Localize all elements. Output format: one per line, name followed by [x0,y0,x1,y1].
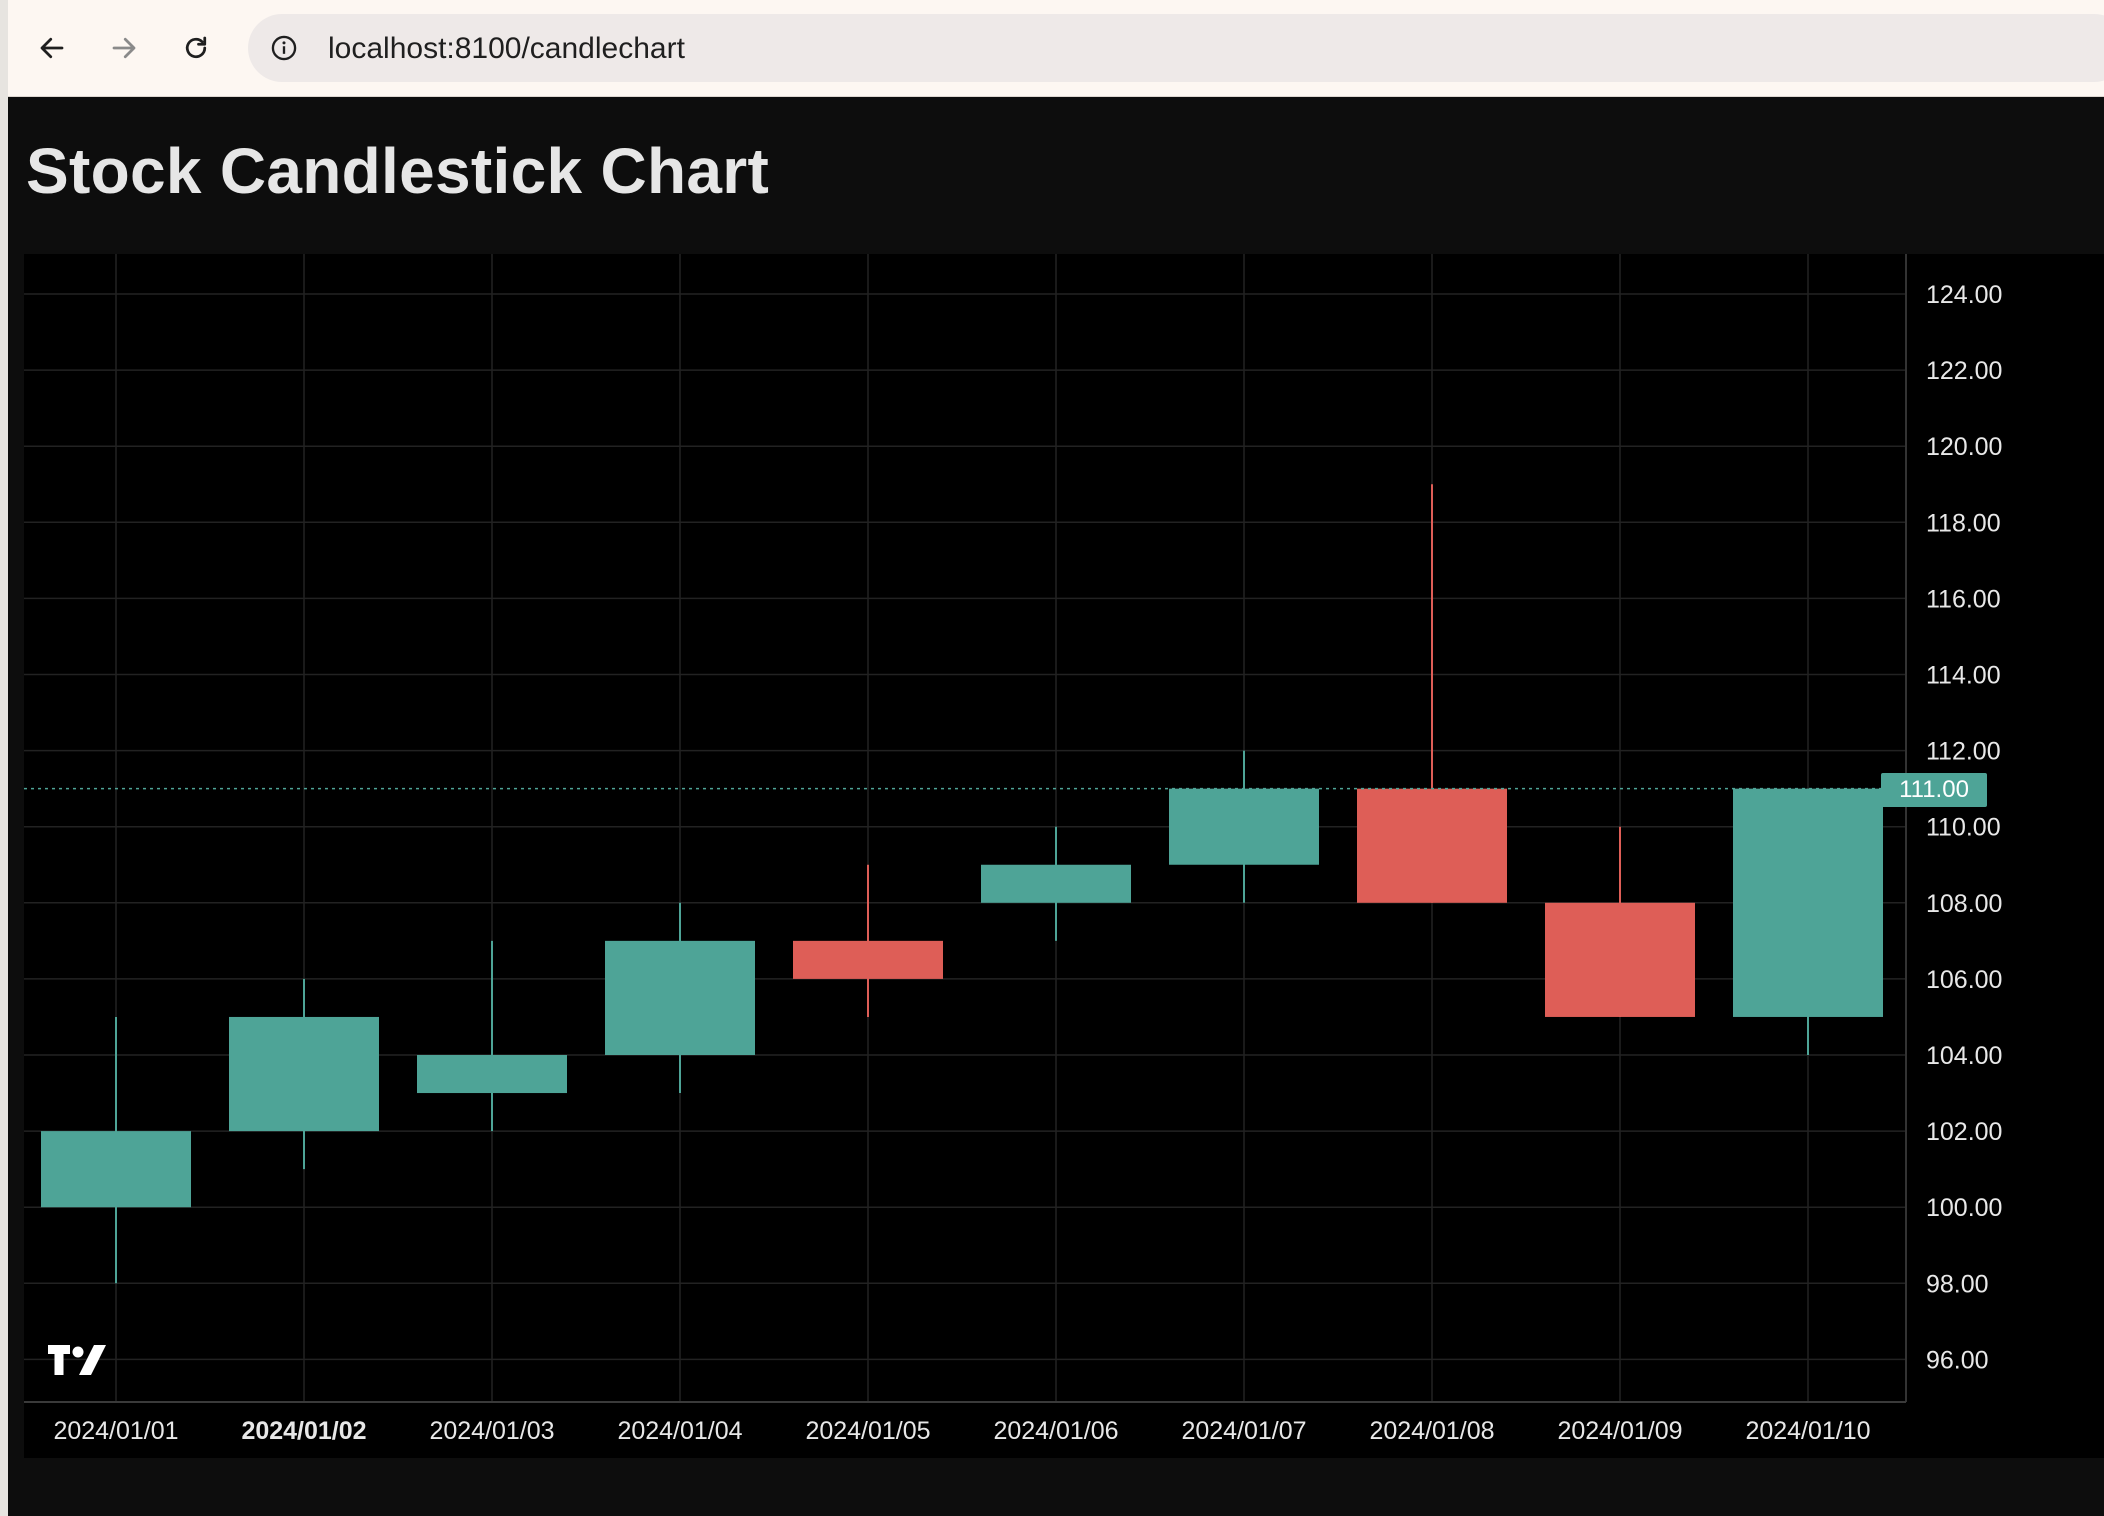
y-tick-label: 102.00 [1926,1118,2002,1146]
y-tick-label: 96.00 [1926,1346,1989,1374]
candle-body [1357,788,1507,903]
candle-body [417,1055,567,1094]
candle-body [793,940,943,979]
y-tick-label: 112.00 [1926,738,2001,766]
y-tick-label: 108.00 [1926,890,2002,918]
candle-body [605,940,755,1055]
candle-body [981,864,1131,903]
y-tick-label: 118.00 [1926,509,2001,537]
tradingview-logo-icon[interactable] [46,1343,108,1377]
y-tick-label: 114.00 [1926,662,2001,690]
y-tick-label: 122.00 [1926,357,2002,385]
forward-button[interactable] [96,20,152,76]
x-tick-label: 2024/01/10 [1745,1417,1870,1445]
chart-canvas[interactable]: 124.00 122.00 120.00 118.00 116.00 114.00 112.… [24,254,2104,1458]
candle-body [1545,902,1695,1017]
y-tick-label: 116.00 [1926,585,2001,613]
y-tick-label: 100.00 [1926,1194,2002,1222]
candle-body [229,1016,379,1132]
url-text[interactable]: localhost:8100/candlechart [328,32,685,65]
forward-arrow-icon [112,37,136,59]
x-tick-label: 2024/01/01 [53,1417,178,1445]
last-price-badge: 111.00 [1881,773,1987,807]
left-edge-strip [0,0,8,1516]
info-circle-icon[interactable] [270,34,298,62]
page-title: Stock Candlestick Chart [26,135,770,207]
x-tick-label: 2024/01/08 [1369,1417,1494,1445]
candle-body [1169,788,1319,865]
y-tick-label: 98.00 [1926,1270,1989,1298]
back-button[interactable] [24,20,80,76]
candle-body [1733,788,1883,1017]
y-tick-label: 120.00 [1926,433,2002,461]
x-tick-label: 2024/01/05 [805,1417,930,1445]
reload-button[interactable] [168,20,224,76]
y-tick-label: 106.00 [1926,966,2002,994]
x-tick-label: 2024/01/06 [993,1417,1118,1445]
candlestick-chart[interactable]: 124.00 122.00 120.00 118.00 116.00 114.00 112.… [24,254,2104,1458]
x-tick-label: 2024/01/04 [617,1417,742,1445]
back-arrow-icon [40,37,64,59]
x-tick-label: 2024/01/09 [1557,1417,1682,1445]
address-bar[interactable]: localhost:8100/candlechart [248,14,2104,82]
y-tick-label: 104.00 [1926,1042,2002,1070]
browser-toolbar: localhost:8100/candlechart [8,0,2104,97]
y-tick-label: 110.00 [1926,814,2001,842]
x-tick-label: 2024/01/03 [429,1417,554,1445]
x-tick-label: 2024/01/07 [1181,1417,1306,1445]
x-tick-label: 2024/01/02 [241,1417,366,1445]
y-tick-label: 124.00 [1926,281,2002,309]
candle-body [41,1131,191,1208]
reload-icon [185,36,207,59]
